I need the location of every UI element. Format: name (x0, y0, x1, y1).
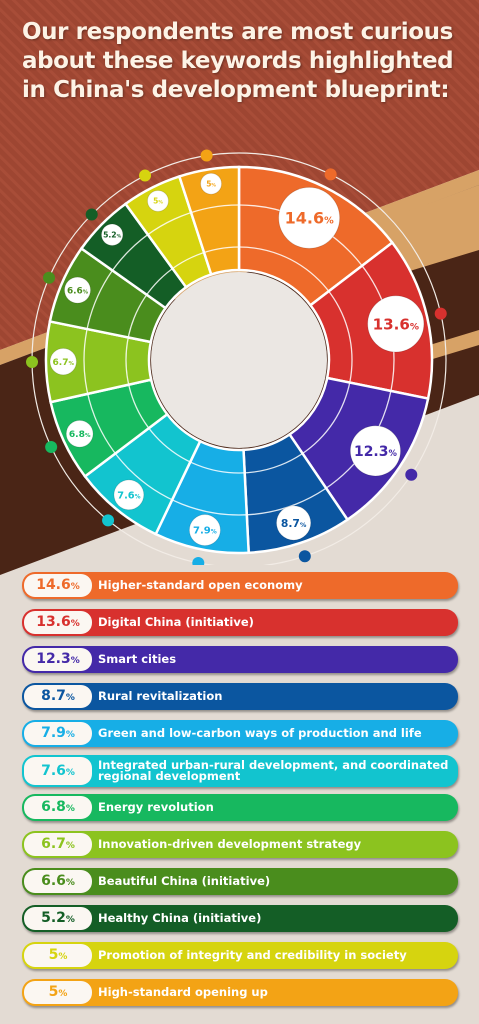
legend-value: 5.2% (24, 907, 92, 930)
value-badge (275, 505, 312, 541)
donut-hole (151, 272, 327, 448)
legend-value: 6.7% (24, 833, 92, 856)
data-label: 7.6% (117, 490, 140, 501)
data-label: 13.6% (373, 315, 419, 333)
legend-label: Green and low-carbon ways of production … (98, 726, 422, 740)
slice-dot (405, 468, 418, 481)
legend-item: 14.6% Higher-standard open economy (22, 572, 458, 599)
value-badge (146, 189, 169, 212)
legend-value: 14.6% (24, 574, 92, 597)
legend-label: Innovation-driven development strategy (98, 837, 362, 851)
value-badge (100, 223, 124, 246)
data-label: 14.6% (285, 209, 334, 228)
page-title: Our respondents are most curious about t… (22, 19, 454, 103)
donut-chart: 14.6% 13.6% 12.3% 8.7% 7.9% 7.6% 6.8% 6.7% 6.6% 5… (26, 149, 447, 565)
legend-item: 13.6% Digital China (initiative) (22, 609, 458, 636)
data-label: 6.8% (69, 430, 91, 440)
value-badge (278, 186, 341, 249)
legend-label: Smart cities (98, 652, 177, 666)
legend-item: 5% High-standard opening up (22, 979, 458, 1006)
data-label: 6.7% (53, 358, 75, 368)
legend-item: 7.6% Integrated urban-rural development, … (22, 755, 458, 787)
value-badge (63, 276, 92, 304)
data-label: 8.7% (281, 517, 307, 530)
legend-value: 7.6% (24, 757, 92, 785)
value-badge (367, 295, 425, 353)
legend-value: 7.9% (24, 722, 92, 745)
slice-dot (298, 550, 311, 563)
slice-dot (102, 514, 115, 527)
data-label: 7.9% (193, 526, 217, 537)
legend-item: 5% Promotion of integrity and credibility… (22, 942, 458, 969)
value-badge (200, 172, 223, 195)
legend-label: Energy revolution (98, 800, 214, 814)
slice-dot (85, 208, 98, 221)
legend-item: 6.8% Energy revolution (22, 794, 458, 821)
legend-item: 6.7% Innovation-driven development strate… (22, 831, 458, 858)
legend-value: 6.8% (24, 796, 92, 819)
value-badge (113, 479, 145, 511)
legend-item: 7.9% Green and low-carbon ways of product… (22, 720, 458, 747)
legend-label: Digital China (initiative) (98, 615, 254, 629)
legend-label: Integrated urban-rural development, and … (98, 758, 449, 783)
legend-label: High-standard opening up (98, 985, 268, 999)
legend-item: 6.6% Beautiful China (initiative) (22, 868, 458, 895)
legend-item: 8.7% Rural revitalization (22, 683, 458, 710)
legend-value: 13.6% (24, 611, 92, 634)
slice-dot (45, 440, 58, 453)
data-label: 12.3% (354, 444, 397, 460)
legend-value: 5% (24, 944, 92, 967)
legend-value: 12.3% (24, 648, 92, 671)
value-badge (65, 419, 94, 448)
legend: 14.6% Higher-standard open economy 13.6% Di… (22, 572, 458, 1016)
legend-value: 6.6% (24, 870, 92, 893)
data-label: 5% (153, 197, 163, 206)
legend-item: 5.2% Healthy China (initiative) (22, 905, 458, 932)
legend-value: 5% (24, 981, 92, 1004)
legend-label: Higher-standard open economy (98, 578, 303, 592)
slice-dot (200, 149, 213, 162)
guide-ring (125, 246, 353, 474)
legend-label: Rural revitalization (98, 689, 223, 703)
legend-value: 8.7% (24, 685, 92, 708)
slice-dot (43, 271, 56, 284)
value-badge (188, 514, 221, 547)
slice-dot (324, 168, 337, 181)
slice-dot (434, 307, 447, 320)
legend-label: Promotion of integrity and credibility i… (98, 948, 407, 962)
slice-dot (192, 556, 205, 565)
legend-label: Beautiful China (initiative) (98, 874, 271, 888)
data-label: 5.2% (103, 231, 122, 240)
slice-dot (139, 169, 152, 182)
slice-dot (26, 355, 39, 368)
value-badge (49, 347, 77, 376)
data-label: 6.6% (67, 286, 89, 296)
guide-ring (83, 204, 395, 516)
data-label: 5% (206, 179, 216, 188)
value-badge (349, 425, 402, 477)
legend-item: 12.3% Smart cities (22, 646, 458, 673)
legend-label: Healthy China (initiative) (98, 911, 262, 925)
